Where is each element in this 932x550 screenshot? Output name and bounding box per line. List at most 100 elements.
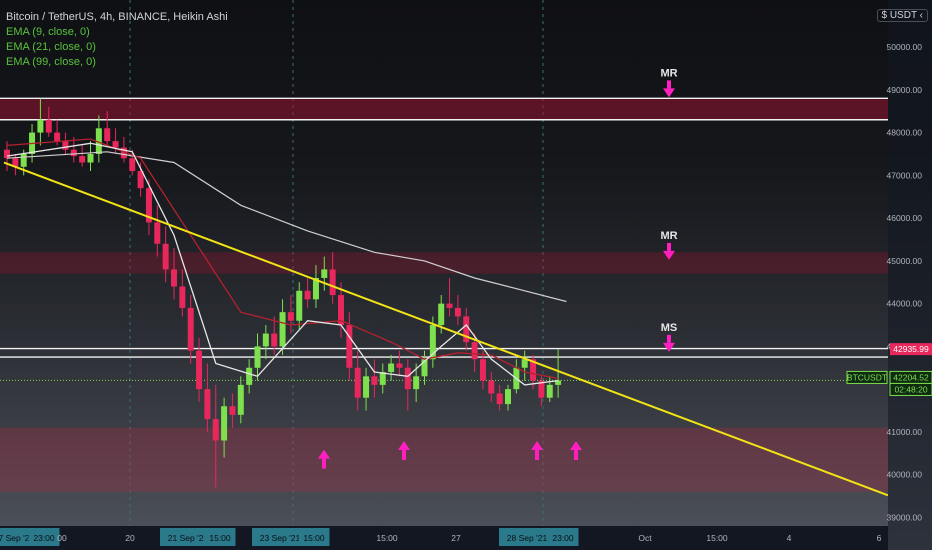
time-label-highlight	[28, 528, 60, 546]
candle-body[interactable]	[363, 376, 370, 398]
annotation-label: MR	[660, 230, 677, 242]
time-tick-label: 4	[787, 533, 792, 543]
candle-body[interactable]	[446, 303, 453, 308]
candle-body[interactable]	[204, 389, 211, 420]
time-axis[interactable]	[0, 526, 888, 550]
candle-body[interactable]	[70, 149, 77, 157]
candle-body[interactable]	[229, 406, 236, 415]
candle-body[interactable]	[129, 158, 136, 172]
candle-body[interactable]	[254, 346, 261, 368]
price-tick-label: 39000.00	[887, 512, 923, 522]
candle-body[interactable]	[312, 277, 319, 300]
price-tick-label: 47000.00	[887, 170, 923, 180]
time-tick-label: 15:00	[209, 533, 231, 543]
trendline[interactable]	[3, 161, 889, 497]
price-tick-label: 46000.00	[887, 213, 923, 223]
legend-ema99[interactable]: EMA (99, close, 0)	[6, 56, 96, 68]
candle-body[interactable]	[54, 132, 61, 142]
candle-body[interactable]	[187, 307, 194, 351]
candle-body[interactable]	[530, 359, 537, 381]
candle-body[interactable]	[413, 376, 420, 390]
candle-body[interactable]	[237, 384, 244, 415]
candle-body[interactable]	[37, 119, 44, 133]
candle-body[interactable]	[137, 171, 144, 189]
candle-body[interactable]	[262, 333, 269, 347]
candle-body[interactable]	[112, 141, 119, 148]
candle-body[interactable]	[463, 316, 470, 343]
candle-body[interactable]	[304, 290, 311, 300]
candle-body[interactable]	[354, 367, 361, 398]
candle-body[interactable]	[104, 128, 111, 142]
symbol-badge: BTCUSDT	[847, 372, 887, 382]
candle-body[interactable]	[396, 363, 403, 368]
candle-body[interactable]	[162, 243, 169, 270]
candle-body[interactable]	[404, 367, 411, 390]
candle-body[interactable]	[421, 359, 428, 377]
candle-body[interactable]	[287, 312, 294, 321]
candle-body[interactable]	[279, 312, 286, 347]
down-arrow-icon	[663, 88, 675, 98]
candle-body[interactable]	[438, 303, 445, 326]
candle-body[interactable]	[62, 141, 69, 150]
up-arrow-icon	[531, 441, 543, 451]
time-tick-label: 20	[125, 533, 135, 543]
candle-body[interactable]	[338, 295, 344, 326]
candle-body[interactable]	[154, 222, 161, 244]
legend-ema9[interactable]: EMA (9, close, 0)	[6, 26, 90, 38]
candle-body[interactable]	[471, 342, 478, 360]
candle-body[interactable]	[4, 149, 10, 159]
candle-body[interactable]	[555, 380, 562, 385]
candle-body[interactable]	[388, 363, 395, 373]
candle-body[interactable]	[454, 307, 461, 317]
time-tick-label: 21 Sep '21	[168, 533, 209, 543]
candle-body[interactable]	[271, 333, 278, 347]
candle-body[interactable]	[546, 384, 553, 398]
candle-body[interactable]	[212, 419, 219, 441]
ema21-line	[6, 138, 559, 380]
candle-body[interactable]	[371, 376, 378, 385]
candle-body[interactable]	[120, 147, 127, 159]
time-label-highlight	[160, 528, 216, 546]
candle-body[interactable]	[496, 393, 503, 405]
candle-body[interactable]	[145, 188, 152, 223]
bar-countdown: 02:48:20	[894, 384, 927, 394]
time-tick-label: 15:00	[303, 533, 325, 543]
candle-body[interactable]	[346, 325, 353, 368]
time-tick-label: 28 Sep '21	[507, 533, 548, 543]
candle-body[interactable]	[429, 325, 436, 360]
candle-body[interactable]	[488, 380, 495, 394]
candle-body[interactable]	[79, 156, 86, 163]
candle-body[interactable]	[479, 359, 486, 381]
candle-body[interactable]	[505, 389, 511, 405]
candle-body[interactable]	[12, 158, 19, 167]
candle-body[interactable]	[321, 269, 328, 278]
candle-body[interactable]	[521, 359, 528, 368]
down-arrow-icon	[663, 342, 675, 352]
candle-body[interactable]	[196, 350, 203, 390]
ema9-line	[6, 142, 559, 386]
candle-body[interactable]	[329, 269, 336, 296]
level-price-badge-bg	[890, 343, 932, 356]
legend-ema21[interactable]: EMA (21, close, 0)	[6, 41, 96, 53]
up-arrow-icon	[398, 441, 410, 451]
price-axis[interactable]	[888, 0, 932, 550]
candle-body[interactable]	[20, 153, 27, 167]
arrow-shaft	[667, 242, 671, 251]
candle-body[interactable]	[296, 290, 303, 321]
candle-body[interactable]	[87, 153, 94, 163]
arrow-shaft	[535, 450, 539, 461]
candle-body[interactable]	[246, 367, 253, 385]
candle-body[interactable]	[171, 269, 177, 287]
candle-body[interactable]	[538, 380, 545, 398]
candle-body[interactable]	[221, 406, 228, 441]
candle-body[interactable]	[379, 372, 386, 385]
price-tick-label: 49000.00	[887, 85, 923, 95]
currency-selector[interactable]: $ USDT ‹	[876, 9, 928, 22]
candle-body[interactable]	[95, 128, 102, 154]
zone-band	[0, 98, 888, 120]
candle-body[interactable]	[45, 119, 52, 133]
candle-body[interactable]	[179, 286, 186, 308]
arrow-shaft	[667, 80, 671, 89]
